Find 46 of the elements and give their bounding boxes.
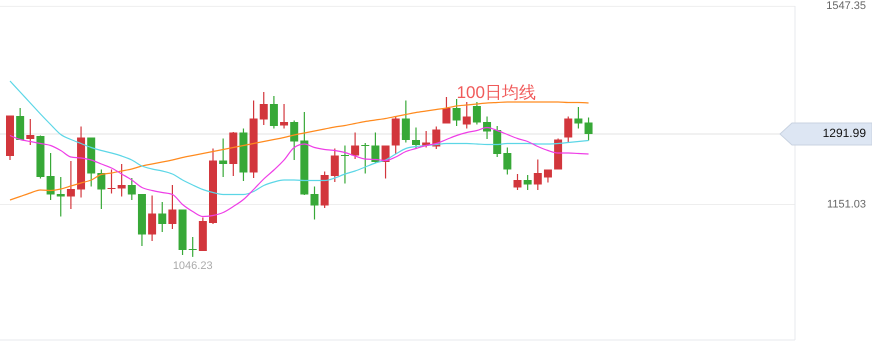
candlestick bbox=[524, 174, 532, 191]
line-series bbox=[9, 101, 590, 201]
candlestick bbox=[118, 163, 126, 198]
candlestick bbox=[290, 120, 298, 161]
series-label: 100日均线 bbox=[456, 83, 536, 102]
candlestick bbox=[574, 106, 582, 130]
candlestick bbox=[462, 101, 471, 130]
y-tick-label: 1547.35 bbox=[826, 0, 866, 12]
candlestick bbox=[16, 107, 24, 141]
candlestick bbox=[97, 168, 106, 210]
candlestick bbox=[56, 176, 65, 218]
candlestick bbox=[503, 146, 512, 176]
candlestick bbox=[452, 98, 461, 127]
candlestick bbox=[371, 132, 380, 164]
candlestick bbox=[26, 118, 34, 146]
line-series bbox=[9, 80, 590, 196]
candlestick bbox=[260, 91, 268, 126]
candlestick bbox=[544, 168, 552, 184]
candlestick bbox=[66, 160, 75, 210]
candlestick bbox=[493, 125, 502, 158]
y-tick-label: 1151.03 bbox=[827, 198, 866, 210]
candlestick bbox=[442, 96, 450, 124]
candlestick bbox=[514, 173, 522, 191]
candlestick bbox=[219, 138, 228, 178]
candlestick bbox=[564, 116, 572, 144]
candlestick bbox=[412, 126, 420, 150]
candlestick bbox=[158, 201, 166, 233]
candlestick bbox=[534, 158, 542, 191]
candlestick bbox=[402, 100, 410, 144]
candlestick bbox=[280, 103, 288, 130]
candlestick bbox=[148, 194, 156, 242]
candlestick bbox=[330, 148, 339, 183]
candlestick bbox=[351, 132, 360, 160]
candlestick bbox=[584, 116, 593, 142]
candlestick bbox=[188, 236, 197, 258]
annotation: 1046.23 bbox=[172, 260, 213, 272]
ref-line-label: 1291.99 bbox=[822, 126, 866, 140]
candlestick bbox=[46, 152, 55, 201]
candlestick bbox=[128, 177, 136, 201]
candlestick bbox=[340, 144, 349, 184]
candlestick bbox=[310, 186, 318, 220]
candlestick bbox=[472, 101, 481, 126]
candlestick bbox=[361, 142, 370, 174]
candlestick bbox=[108, 168, 116, 194]
candlestick bbox=[270, 95, 278, 130]
candlestick bbox=[168, 184, 176, 230]
